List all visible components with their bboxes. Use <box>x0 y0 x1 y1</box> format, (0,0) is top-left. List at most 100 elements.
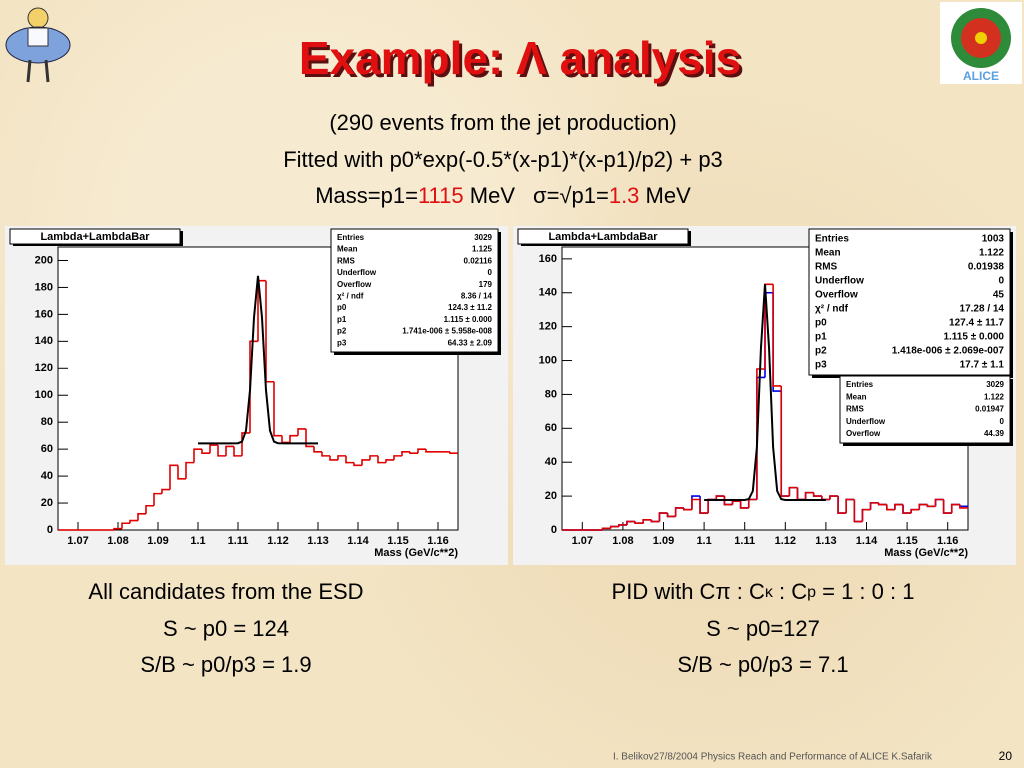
histogram-bin <box>609 525 619 529</box>
histogram-bin <box>305 428 314 448</box>
stats-value: 1.122 <box>979 248 1004 259</box>
stats-label: Entries <box>846 380 874 389</box>
y-tick-label: 140 <box>35 335 53 347</box>
histogram-bin <box>417 448 426 454</box>
histogram-bin <box>886 504 895 511</box>
stats-value: 0 <box>488 268 493 277</box>
stats-label: p2 <box>337 327 347 336</box>
histogram-bin <box>894 503 904 510</box>
histogram-bin <box>788 486 798 497</box>
histogram-bin <box>321 451 330 457</box>
histogram-bin <box>425 449 434 453</box>
y-tick-label: 140 <box>539 287 557 299</box>
x-tick-label: 1.1 <box>696 535 711 547</box>
stats-label: p3 <box>337 338 347 347</box>
stats-value: 17.28 / 14 <box>960 304 1005 315</box>
histogram-bin <box>910 508 920 514</box>
title-box <box>9 228 181 245</box>
histogram-bin <box>241 432 250 456</box>
y-tick-label: 200 <box>35 254 53 266</box>
title-shadow: Example: Λ analysis <box>302 35 744 87</box>
histogram-bin <box>731 500 741 505</box>
stats-label: Mean <box>815 248 841 259</box>
stats-label: RMS <box>337 256 355 265</box>
text: =√p1= <box>547 183 609 208</box>
histogram-bin <box>691 498 701 510</box>
x-axis-label: Mass (GeV/c**2) <box>884 547 968 559</box>
caption: S ~ p0 = 124 <box>163 616 289 641</box>
histogram-bin <box>772 284 782 387</box>
histogram-bin <box>161 488 170 494</box>
stats-label: Overflow <box>815 290 858 301</box>
sigma: σ <box>533 183 547 208</box>
x-tick-label: 1.15 <box>896 535 917 547</box>
stats-label: p0 <box>337 303 347 312</box>
text: MeV <box>464 183 516 208</box>
alice-figure <box>5 7 71 83</box>
x-tick-label: 1.09 <box>147 535 168 547</box>
stats-value: 0 <box>1000 417 1005 426</box>
stats-value: 1.122 <box>984 392 1005 401</box>
stats-label: χ² / ndf <box>815 304 849 315</box>
fit-curve <box>198 275 318 445</box>
histogram-bin <box>369 455 378 460</box>
histogram-bin <box>185 461 194 479</box>
text: π <box>715 579 730 604</box>
histogram-bin <box>217 445 226 457</box>
y-tick-label: 120 <box>35 362 53 374</box>
histogram-bin <box>345 455 354 464</box>
x-tick-label: 1.07 <box>572 535 593 547</box>
stats-label: Underflow <box>337 268 377 277</box>
stats-value: 3029 <box>474 233 492 242</box>
stats-label: p2 <box>815 346 827 357</box>
y-tick-label: 100 <box>35 389 53 401</box>
histogram-bin <box>393 455 402 460</box>
x-tick-label: 1.14 <box>347 535 369 547</box>
y-tick-label: 60 <box>545 422 557 434</box>
stats-label: Mean <box>337 245 358 254</box>
x-tick-label: 1.14 <box>856 535 878 547</box>
x-tick-label: 1.08 <box>107 535 128 547</box>
caption: PID with Cπ : Cκ : Cp = 1 : 0 : 1 <box>612 579 915 604</box>
histogram-bin <box>409 451 418 454</box>
histogram-bin <box>902 504 912 514</box>
histogram-bin <box>723 496 733 506</box>
text: MeV <box>639 183 691 208</box>
stats-value: 8.36 / 14 <box>461 291 493 300</box>
stats-label: Mean <box>846 392 867 401</box>
mass: 1115 <box>418 183 464 208</box>
histogram-bin <box>201 449 210 454</box>
stats-value: 0.02116 <box>464 256 493 265</box>
x-tick-label: 1.11 <box>734 535 755 547</box>
histogram-bin <box>121 522 130 529</box>
x-tick-label: 1.15 <box>387 535 408 547</box>
hist-title: Lambda+LambdaBar <box>548 231 658 243</box>
fit-curve <box>704 284 826 502</box>
footer: I. Belikov27/8/2004 Physics Reach and Pe… <box>613 752 933 763</box>
histogram-bin <box>153 492 162 506</box>
histogram-bin <box>289 434 298 443</box>
y-tick-label: 160 <box>35 308 53 320</box>
histogram-bin <box>861 508 871 522</box>
histogram-bin <box>337 455 346 460</box>
stats-box <box>330 228 499 353</box>
text: κ <box>765 584 774 601</box>
histogram-bin <box>658 512 668 522</box>
subtitle: (290 events from the jet production) <box>329 110 676 135</box>
histogram-bin <box>626 520 636 525</box>
x-tick-label: 1.08 <box>612 535 633 547</box>
x-tick-label: 1.13 <box>815 535 836 547</box>
x-tick-label: 1.16 <box>937 535 958 547</box>
histogram-bin <box>634 521 644 525</box>
histogram-bin <box>853 499 863 523</box>
histogram-bin <box>313 446 322 453</box>
mass-line: Mass=p1=1115 MeV σ=√p1=1.3 MeV <box>315 183 691 208</box>
stats-value: 127.4 ± 11.7 <box>949 318 1004 329</box>
histogram-bin <box>601 527 611 530</box>
stats-value: 64.33 ± 2.09 <box>448 338 493 347</box>
stats-label: Underflow <box>815 276 864 287</box>
stats-label: p1 <box>815 332 827 343</box>
histogram-bin <box>650 519 660 523</box>
stats-value: 1.125 <box>472 245 493 254</box>
